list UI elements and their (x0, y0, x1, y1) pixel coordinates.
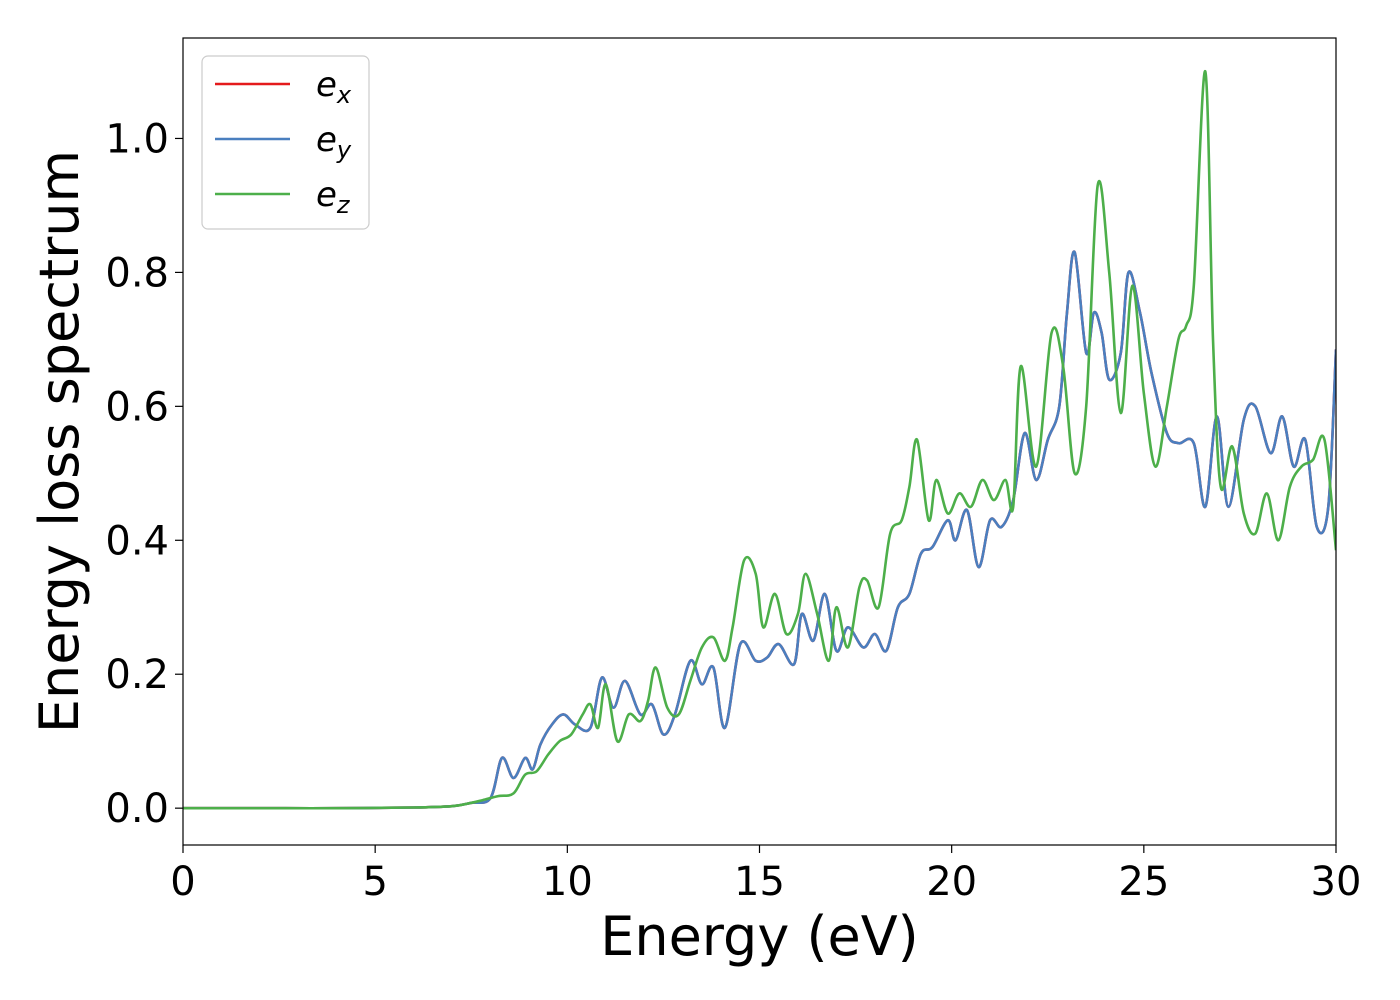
y-tick-label: 0.6 (105, 384, 169, 430)
x-tick-label: 5 (362, 859, 387, 905)
y-tick-label: 0.2 (105, 652, 169, 698)
x-tick-label: 0 (170, 859, 195, 905)
series-line-e-y (183, 250, 1336, 810)
y-tick-label: 0.0 (105, 786, 169, 832)
x-tick-label: 30 (1311, 859, 1362, 905)
legend-label-e-y: ey (316, 120, 352, 164)
x-tick-label: 25 (1118, 859, 1169, 905)
legend-label-e-x: ex (316, 65, 352, 109)
series-layer (183, 70, 1336, 810)
y-tick-label: 1.0 (105, 116, 169, 162)
x-axis-ticks: 0 5 10 15 20 25 30 (170, 845, 1361, 905)
y-tick-label: 0.8 (105, 250, 169, 296)
x-tick-label: 15 (734, 859, 785, 905)
legend: ex ey ez (201, 55, 370, 230)
y-tick-label: 0.4 (105, 518, 169, 564)
y-axis-ticks: 0.0 0.2 0.4 0.6 0.8 1.0 (105, 116, 183, 832)
legend-box (201, 55, 370, 230)
x-axis-title: Energy (eV) (600, 905, 919, 968)
series-line-e-z (183, 70, 1336, 810)
legend-label-e-z: ez (316, 175, 351, 219)
x-tick-label: 20 (926, 859, 977, 905)
y-axis-title: Energy loss spectrum (28, 150, 91, 733)
x-tick-label: 10 (542, 859, 593, 905)
